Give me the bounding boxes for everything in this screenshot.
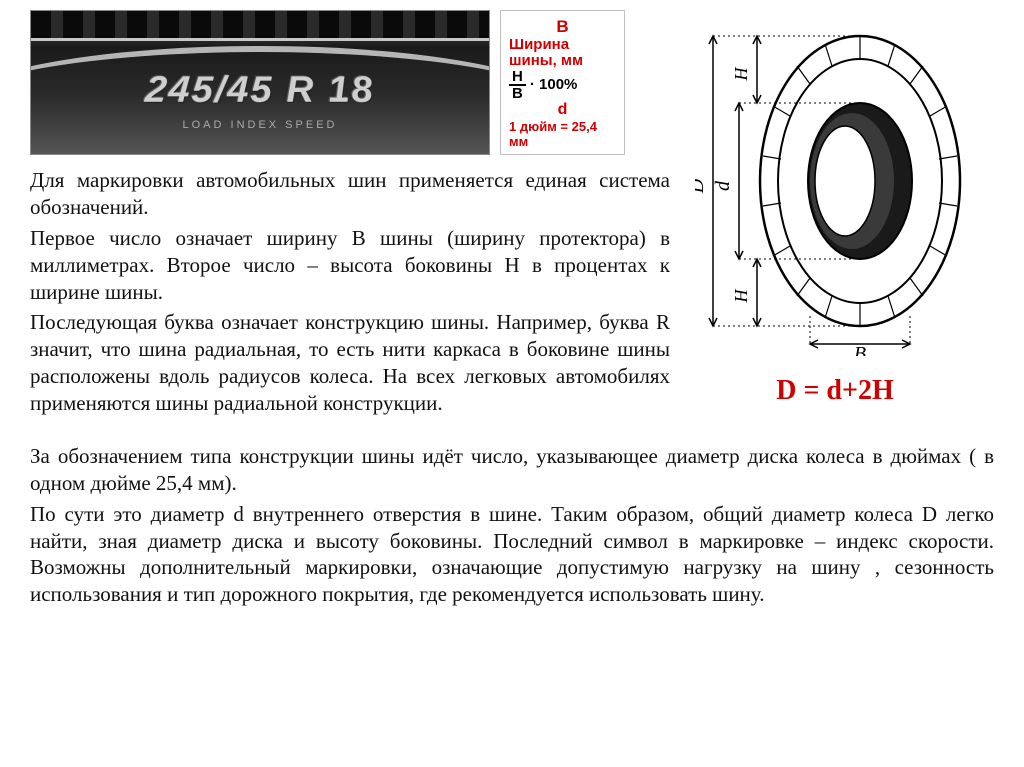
label-H-top: H: [731, 67, 751, 82]
top-row: 245/45 R 18 LOAD INDEX SPEED B Ширина ши…: [30, 10, 994, 421]
legend-row-b: B Ширина шины, мм: [509, 17, 616, 69]
paragraph-2: Первое число означает ширину B шины (шир…: [30, 225, 670, 306]
sidewall-marking: 245/45 R 18: [30, 70, 490, 112]
paragraph-1: Для маркировки автомобильных шин применя…: [30, 167, 670, 221]
legend-row-d: d 1 дюйм = 25,4 мм: [509, 101, 616, 149]
legend-frac-top: H: [509, 69, 526, 86]
right-column: D d H H: [685, 10, 985, 407]
paragraph-5: По сути это диаметр d внутреннего отверс…: [30, 501, 994, 609]
legend-b-letter: B: [556, 17, 568, 36]
rim-hole-back: [815, 126, 875, 236]
legend-d-letter: d: [558, 101, 568, 118]
label-H-bot: H: [731, 289, 751, 304]
label-B: B: [854, 343, 866, 356]
sidewall-subtext: LOAD INDEX SPEED: [31, 119, 489, 131]
photo-and-legend: 245/45 R 18 LOAD INDEX SPEED B Ширина ши…: [30, 10, 670, 155]
dim-H-top: [753, 36, 761, 103]
dim-H-bot: [753, 259, 761, 326]
legend-frac-after: · 100%: [530, 76, 578, 93]
paragraph-4: За обозначением типа конструкции шины ид…: [30, 443, 994, 497]
tire-diagram: D d H H: [695, 16, 975, 356]
tire-tread-graphic: [31, 10, 489, 41]
formula: D = d+2H: [685, 375, 985, 407]
legend-b-label1: Ширина: [509, 37, 616, 53]
legend-d-conv: 1 дюйм = 25,4 мм: [509, 119, 616, 149]
tire-photo: 245/45 R 18 LOAD INDEX SPEED: [30, 10, 490, 155]
paragraph-3: Последующая буква означает конструкцию ш…: [30, 309, 670, 417]
legend-row-hb: H B · 100%: [509, 69, 616, 101]
legend-box: B Ширина шины, мм H B · 100% d 1 дюйм = …: [500, 10, 625, 155]
legend-fraction: H B: [509, 69, 526, 101]
label-D: D: [695, 178, 708, 194]
label-d: d: [712, 180, 734, 191]
legend-frac-bottom: B: [512, 86, 523, 101]
legend-b-label2: шины, мм: [509, 53, 616, 69]
left-column: 245/45 R 18 LOAD INDEX SPEED B Ширина ши…: [30, 10, 670, 421]
